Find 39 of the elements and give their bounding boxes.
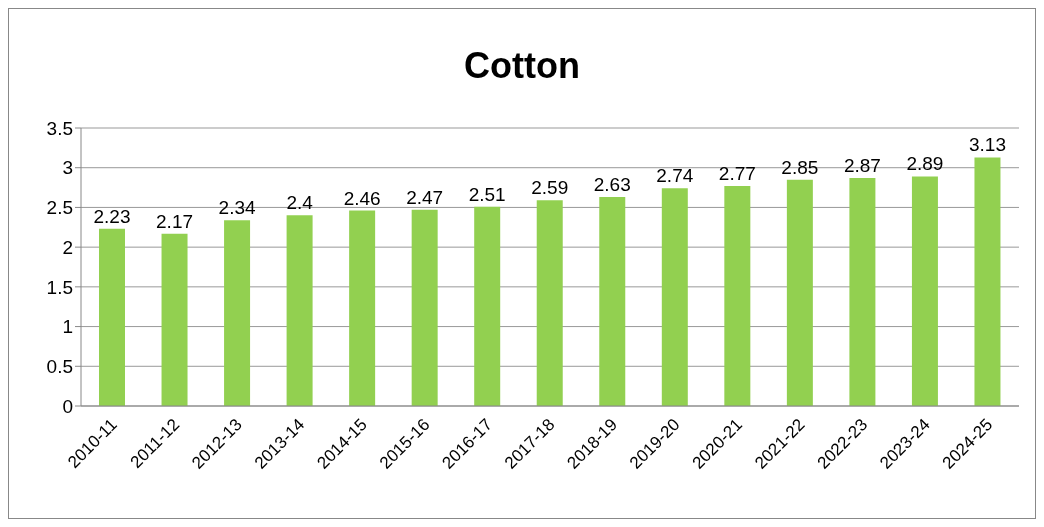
data-label: 2.77	[718, 162, 756, 184]
data-label: 2.34	[218, 197, 256, 219]
bar	[974, 157, 1001, 406]
bar	[474, 206, 501, 406]
bar	[786, 179, 813, 406]
bar	[286, 215, 313, 406]
y-tick-label: 2.5	[46, 197, 73, 219]
bar	[224, 220, 251, 406]
y-tick-label: 1.5	[46, 276, 73, 298]
data-label: 2.46	[343, 187, 381, 209]
y-tick-label: 2	[62, 236, 73, 258]
bar	[599, 197, 626, 406]
bar	[349, 210, 376, 406]
y-tick-label: 0	[62, 395, 73, 417]
chart-title: Cotton	[463, 43, 581, 88]
y-tick-label: 1	[62, 316, 73, 338]
bar	[661, 188, 688, 406]
y-tick-label: 3.5	[46, 117, 73, 139]
data-label: 2.4	[286, 192, 314, 214]
data-label: 2.59	[531, 177, 569, 199]
bar	[536, 200, 563, 406]
data-label: 2.85	[781, 156, 819, 178]
data-label: 2.87	[843, 155, 881, 177]
bar	[161, 233, 188, 406]
y-tick-label: 0.5	[46, 356, 73, 378]
data-label: 2.47	[406, 186, 444, 208]
bar	[849, 178, 876, 406]
data-label: 2.23	[93, 205, 131, 227]
data-label: 2.89	[906, 153, 944, 175]
data-label: 2.74	[656, 165, 694, 187]
bar	[411, 209, 438, 406]
y-tick-label: 3	[62, 157, 73, 179]
data-label: 2.17	[156, 210, 194, 232]
data-label: 2.51	[468, 183, 506, 205]
bar	[911, 176, 938, 406]
bar	[724, 185, 751, 406]
data-label: 3.13	[968, 134, 1006, 156]
bar	[99, 228, 125, 406]
data-label: 2.63	[593, 174, 631, 196]
